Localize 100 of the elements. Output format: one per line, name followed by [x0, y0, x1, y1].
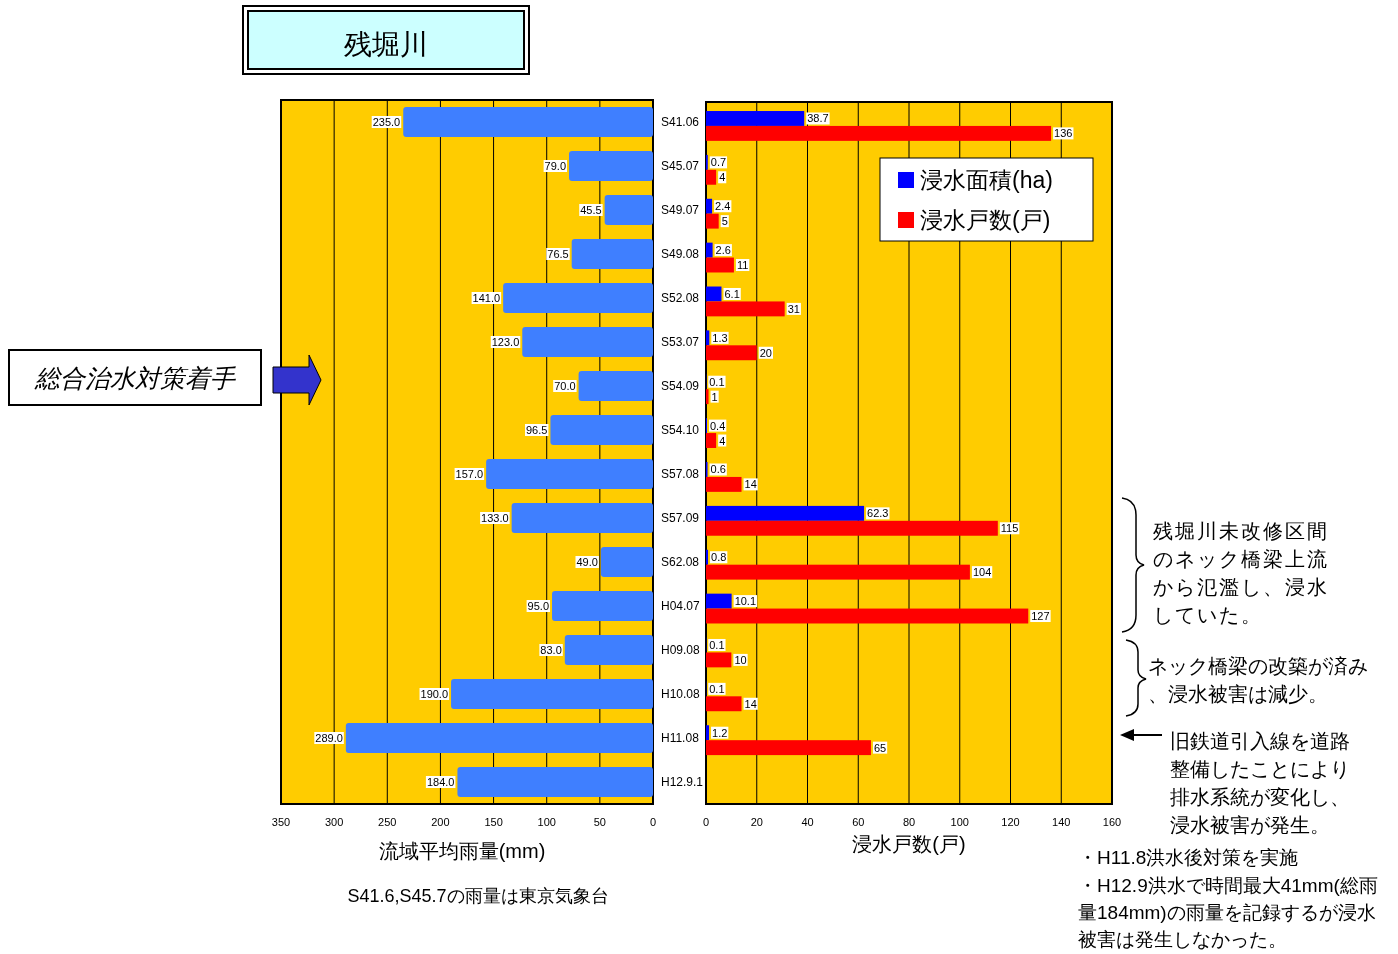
data-label: 289.0 — [315, 732, 343, 744]
bar — [706, 169, 717, 185]
data-label: 1 — [711, 390, 718, 403]
y-tick-label: S54.09 — [661, 379, 700, 393]
text: 総合治水対策着手 — [34, 364, 237, 392]
chart-title: 残堀川 — [344, 29, 428, 60]
bar — [706, 345, 757, 361]
bar — [706, 608, 1029, 624]
data-label: 0.6 — [710, 463, 726, 476]
x-axis-title: 流域平均雨量(mm) — [378, 840, 546, 862]
y-tick-label: H11.08 — [661, 731, 700, 745]
data-label: 38.7 — [807, 112, 829, 125]
data-label: 95.0 — [527, 600, 550, 612]
data-label: 11 — [736, 259, 749, 272]
data-label: 76.5 — [547, 248, 569, 260]
data-label: 45.5 — [580, 204, 602, 216]
y-tick-label: S57.09 — [661, 511, 700, 525]
data-label: 0.1 — [709, 638, 725, 651]
x-axis-title: 浸水戸数(戸) — [852, 833, 966, 855]
x-tick-label: 160 — [1102, 816, 1122, 828]
data-label: 65 — [873, 741, 887, 754]
data-label: 127 — [1031, 610, 1050, 623]
bar — [706, 433, 717, 448]
x-tick-label: 0 — [702, 816, 710, 828]
bar — [550, 415, 653, 445]
bar — [451, 679, 653, 709]
x-tick-label: 100 — [537, 816, 556, 828]
bar — [706, 476, 742, 492]
x-tick-label: 250 — [378, 816, 397, 828]
data-label: 5 — [721, 215, 728, 228]
x-tick-label: 60 — [852, 816, 865, 828]
x-tick-label: 350 — [271, 816, 291, 828]
x-tick-label: 20 — [750, 816, 763, 828]
bar — [569, 151, 653, 181]
data-label: 14 — [744, 697, 757, 710]
legend-label: 浸水戸数(戸) — [920, 207, 1051, 233]
data-label: 0.4 — [710, 419, 726, 432]
data-label: 70.0 — [554, 380, 576, 392]
y-tick-label: S54.10 — [661, 423, 700, 437]
bar — [706, 564, 970, 580]
data-label: 1.3 — [712, 331, 728, 344]
bar — [706, 520, 998, 536]
x-tick-label: 150 — [484, 816, 503, 828]
bar — [706, 725, 710, 741]
bar — [486, 459, 653, 489]
bar — [706, 198, 713, 214]
data-label: 2.6 — [715, 244, 731, 257]
bar — [457, 767, 653, 797]
bar — [345, 723, 653, 753]
bar — [403, 107, 653, 137]
y-tick-label: H12.9.1 — [661, 775, 704, 789]
bar — [706, 330, 710, 346]
y-tick-label: S49.08 — [661, 247, 700, 261]
bar — [522, 327, 653, 357]
data-label: 4 — [719, 434, 726, 447]
bar — [706, 301, 785, 317]
bar — [604, 195, 653, 225]
data-label: 62.3 — [867, 507, 889, 520]
x-tick-label: 0 — [649, 816, 657, 828]
data-label: 0.7 — [710, 156, 727, 169]
text: S41.6,S45.7の雨量は東京気象台 — [347, 886, 609, 906]
bar — [706, 257, 734, 273]
x-tick-label: 100 — [950, 816, 969, 828]
bar — [706, 213, 719, 229]
data-label: 190.0 — [420, 688, 449, 700]
data-label: 96.5 — [526, 424, 548, 436]
text: ・H11.8洪水後対策を実施 — [1078, 847, 1299, 868]
bar — [578, 371, 653, 401]
y-tick-label: H10.08 — [661, 687, 701, 701]
data-label: 133.0 — [481, 512, 509, 524]
data-label: 141.0 — [472, 292, 501, 304]
x-tick-label: 140 — [1052, 816, 1071, 828]
y-tick-label: S45.07 — [661, 159, 700, 173]
data-label: 10 — [734, 653, 747, 666]
y-tick-label: S57.08 — [661, 467, 700, 481]
legend-label: 浸水面積(ha) — [920, 167, 1053, 193]
data-label: 0.1 — [709, 375, 725, 388]
bar — [706, 652, 732, 668]
data-label: 0.8 — [711, 551, 727, 564]
y-tick-label: S52.08 — [661, 291, 700, 305]
data-label: 123.0 — [491, 336, 520, 348]
data-label: 235.0 — [372, 116, 401, 128]
bar — [706, 389, 709, 405]
bar — [706, 505, 865, 521]
bar — [571, 239, 653, 269]
bar — [706, 549, 709, 565]
text: ・H12.9洪水で時間最大41mm(総雨量184mm)の雨量を記録するが浸水被害は発生しなかった。 — [1078, 875, 1378, 950]
y-tick-label: S49.07 — [661, 203, 700, 217]
data-label: 0.1 — [709, 682, 725, 695]
bar — [503, 283, 653, 313]
data-label: 136 — [1054, 127, 1073, 140]
y-tick-label: S62.08 — [661, 555, 700, 569]
data-label: 115 — [1000, 522, 1019, 535]
x-tick-label: 50 — [593, 816, 606, 828]
data-label: 14 — [744, 478, 757, 491]
y-tick-label: S53.07 — [661, 335, 700, 349]
data-label: 184.0 — [426, 776, 455, 788]
y-tick-label: H09.08 — [661, 643, 701, 657]
x-tick-label: 200 — [431, 816, 450, 828]
data-label: 6.1 — [724, 287, 740, 300]
